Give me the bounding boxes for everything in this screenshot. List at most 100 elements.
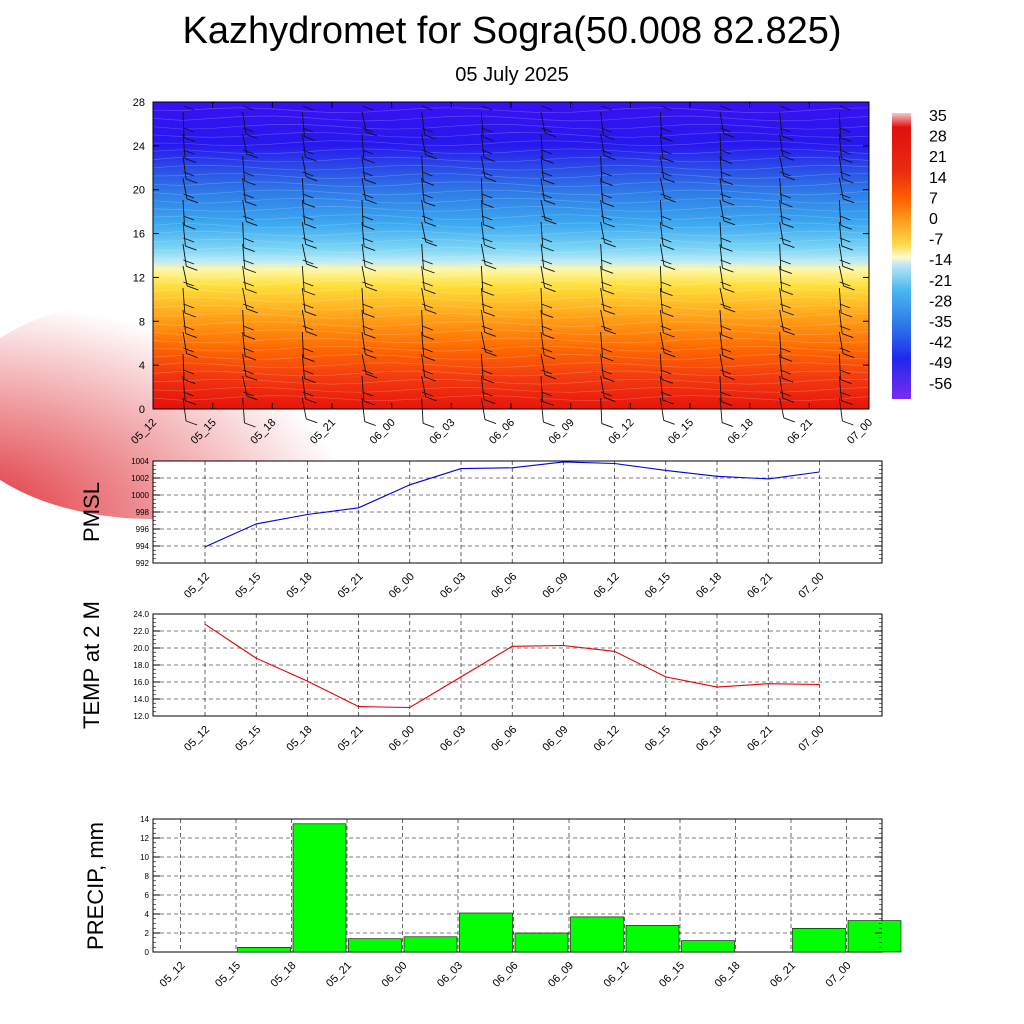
colorbar-label: -21 (929, 273, 952, 290)
wind-barb-feather (421, 281, 433, 287)
y-tick-label: 4 (145, 910, 150, 919)
wind-barb-shaft (779, 133, 784, 157)
wind-barb-shaft (301, 287, 306, 312)
y-tick-label: 20.0 (133, 644, 149, 653)
wind-barb-feather (783, 175, 795, 181)
wind-barb-feather (842, 178, 854, 184)
wind-barb (838, 347, 852, 385)
wind-barb-shaft (779, 221, 784, 244)
wind-barb (361, 215, 376, 252)
wind-barb-shaft (182, 287, 186, 314)
contour-line (152, 395, 870, 401)
wind-barb-feather (306, 263, 318, 269)
contour-line (152, 156, 870, 163)
wind-barb-feather (541, 105, 553, 111)
temp2m-y-axis: 12.0 14.0 16.0 18.0 20.0 22.0 24.0 (133, 610, 882, 721)
contour-line (152, 140, 870, 146)
x-tick-label: 05_21 (336, 571, 366, 601)
x-tick-label: 05_18 (284, 571, 314, 601)
wind-barb (301, 281, 317, 317)
y-tick-label: 2 (145, 929, 150, 938)
wind-barb-feather (779, 259, 791, 265)
wind-barb-feather (421, 347, 433, 353)
wind-barb-feather (364, 333, 376, 339)
wind-barb-shaft (480, 155, 486, 178)
wind-barb (242, 391, 256, 428)
wind-barb-feather (305, 156, 317, 162)
wind-barb-feather (779, 325, 791, 331)
contour-line (152, 378, 870, 385)
x-tick-label: 06_18 (694, 571, 724, 601)
wind-barb-feather (303, 290, 316, 296)
wind-barb-feather (839, 369, 851, 375)
wind-barb-shaft (659, 221, 664, 246)
wind-barb-feather (244, 180, 256, 186)
wind-barb-shaft (719, 221, 722, 248)
wind-barb (242, 149, 256, 186)
wind-barb-feather (186, 265, 198, 271)
wind-barb (361, 281, 375, 318)
wind-barb (719, 347, 735, 381)
x-tick-label: 05_21 (324, 960, 354, 990)
wind-barb-feather (362, 171, 374, 177)
wind-barb-shaft (540, 331, 545, 356)
wind-barb-shaft (242, 221, 245, 248)
wind-barb-feather (542, 334, 555, 340)
wind-barb (242, 127, 258, 159)
wind-barb-shaft (600, 199, 605, 224)
wind-barb-feather (782, 223, 794, 229)
wind-barb-feather (841, 333, 854, 339)
wind-barb-feather (662, 157, 674, 163)
wind-barb (242, 303, 256, 340)
wind-barb-shaft (182, 111, 185, 138)
x-tick-label: 07_00 (845, 417, 875, 447)
wind-barb-feather (481, 215, 493, 221)
wind-barb-feather (184, 312, 196, 318)
x-tick-label: 06_21 (785, 417, 815, 447)
wind-barb-shaft (361, 397, 366, 422)
x-tick-label: 06_09 (546, 960, 576, 990)
contour-line (152, 222, 870, 229)
wind-barb-shaft (421, 155, 424, 182)
wind-barb-feather (362, 127, 374, 133)
wind-barb-feather (362, 391, 374, 397)
wind-barb-shaft (719, 331, 724, 356)
precip-bar (792, 927, 846, 953)
wind-barb (600, 325, 614, 362)
wind-barb-shaft (838, 243, 844, 267)
wind-barb-feather (839, 215, 851, 221)
colorbar-label: -35 (929, 314, 952, 331)
wind-barb-feather (362, 237, 374, 243)
wind-barb-feather (302, 105, 314, 111)
wind-barb-shaft (540, 221, 544, 248)
temp2m-panel: 12.014.016.018.020.022.024.0 05_12 05_15 0… (79, 601, 883, 754)
wind-barb-shaft (540, 133, 543, 160)
wind-barb-feather (839, 347, 851, 353)
wind-barb (659, 369, 674, 405)
wind-barb (242, 215, 255, 253)
wind-barb-feather (720, 149, 732, 155)
wind-barb-feather (363, 246, 376, 252)
wind-barb-shaft (480, 309, 486, 333)
x-tick-label: 06_12 (592, 571, 622, 601)
wind-barb-feather (541, 347, 553, 353)
wind-barb-feather (839, 325, 851, 331)
wind-barb-feather (840, 312, 853, 318)
wind-barb-feather (242, 193, 254, 199)
wind-barb-shaft (600, 265, 604, 291)
pmsl-x-axis: 05_12 05_15 05_18 05_21 06_00 06_03 06_06 06_09… (182, 571, 827, 601)
wind-barb-feather (842, 353, 855, 359)
wind-barb-feather (600, 303, 612, 309)
x-tick-label: 06_03 (438, 571, 468, 601)
wind-barb (480, 369, 496, 405)
pmsl-series (204, 461, 820, 548)
wind-barb-feather (362, 149, 374, 155)
wind-barb-feather (541, 391, 553, 397)
contour-line (152, 165, 870, 171)
wind-barb (719, 281, 736, 313)
wind-barb-feather (421, 127, 433, 133)
wind-barb-feather (424, 289, 436, 295)
wind-barb-shaft (719, 133, 722, 160)
contour-line (152, 173, 870, 179)
wind-barb-shaft (361, 177, 367, 200)
